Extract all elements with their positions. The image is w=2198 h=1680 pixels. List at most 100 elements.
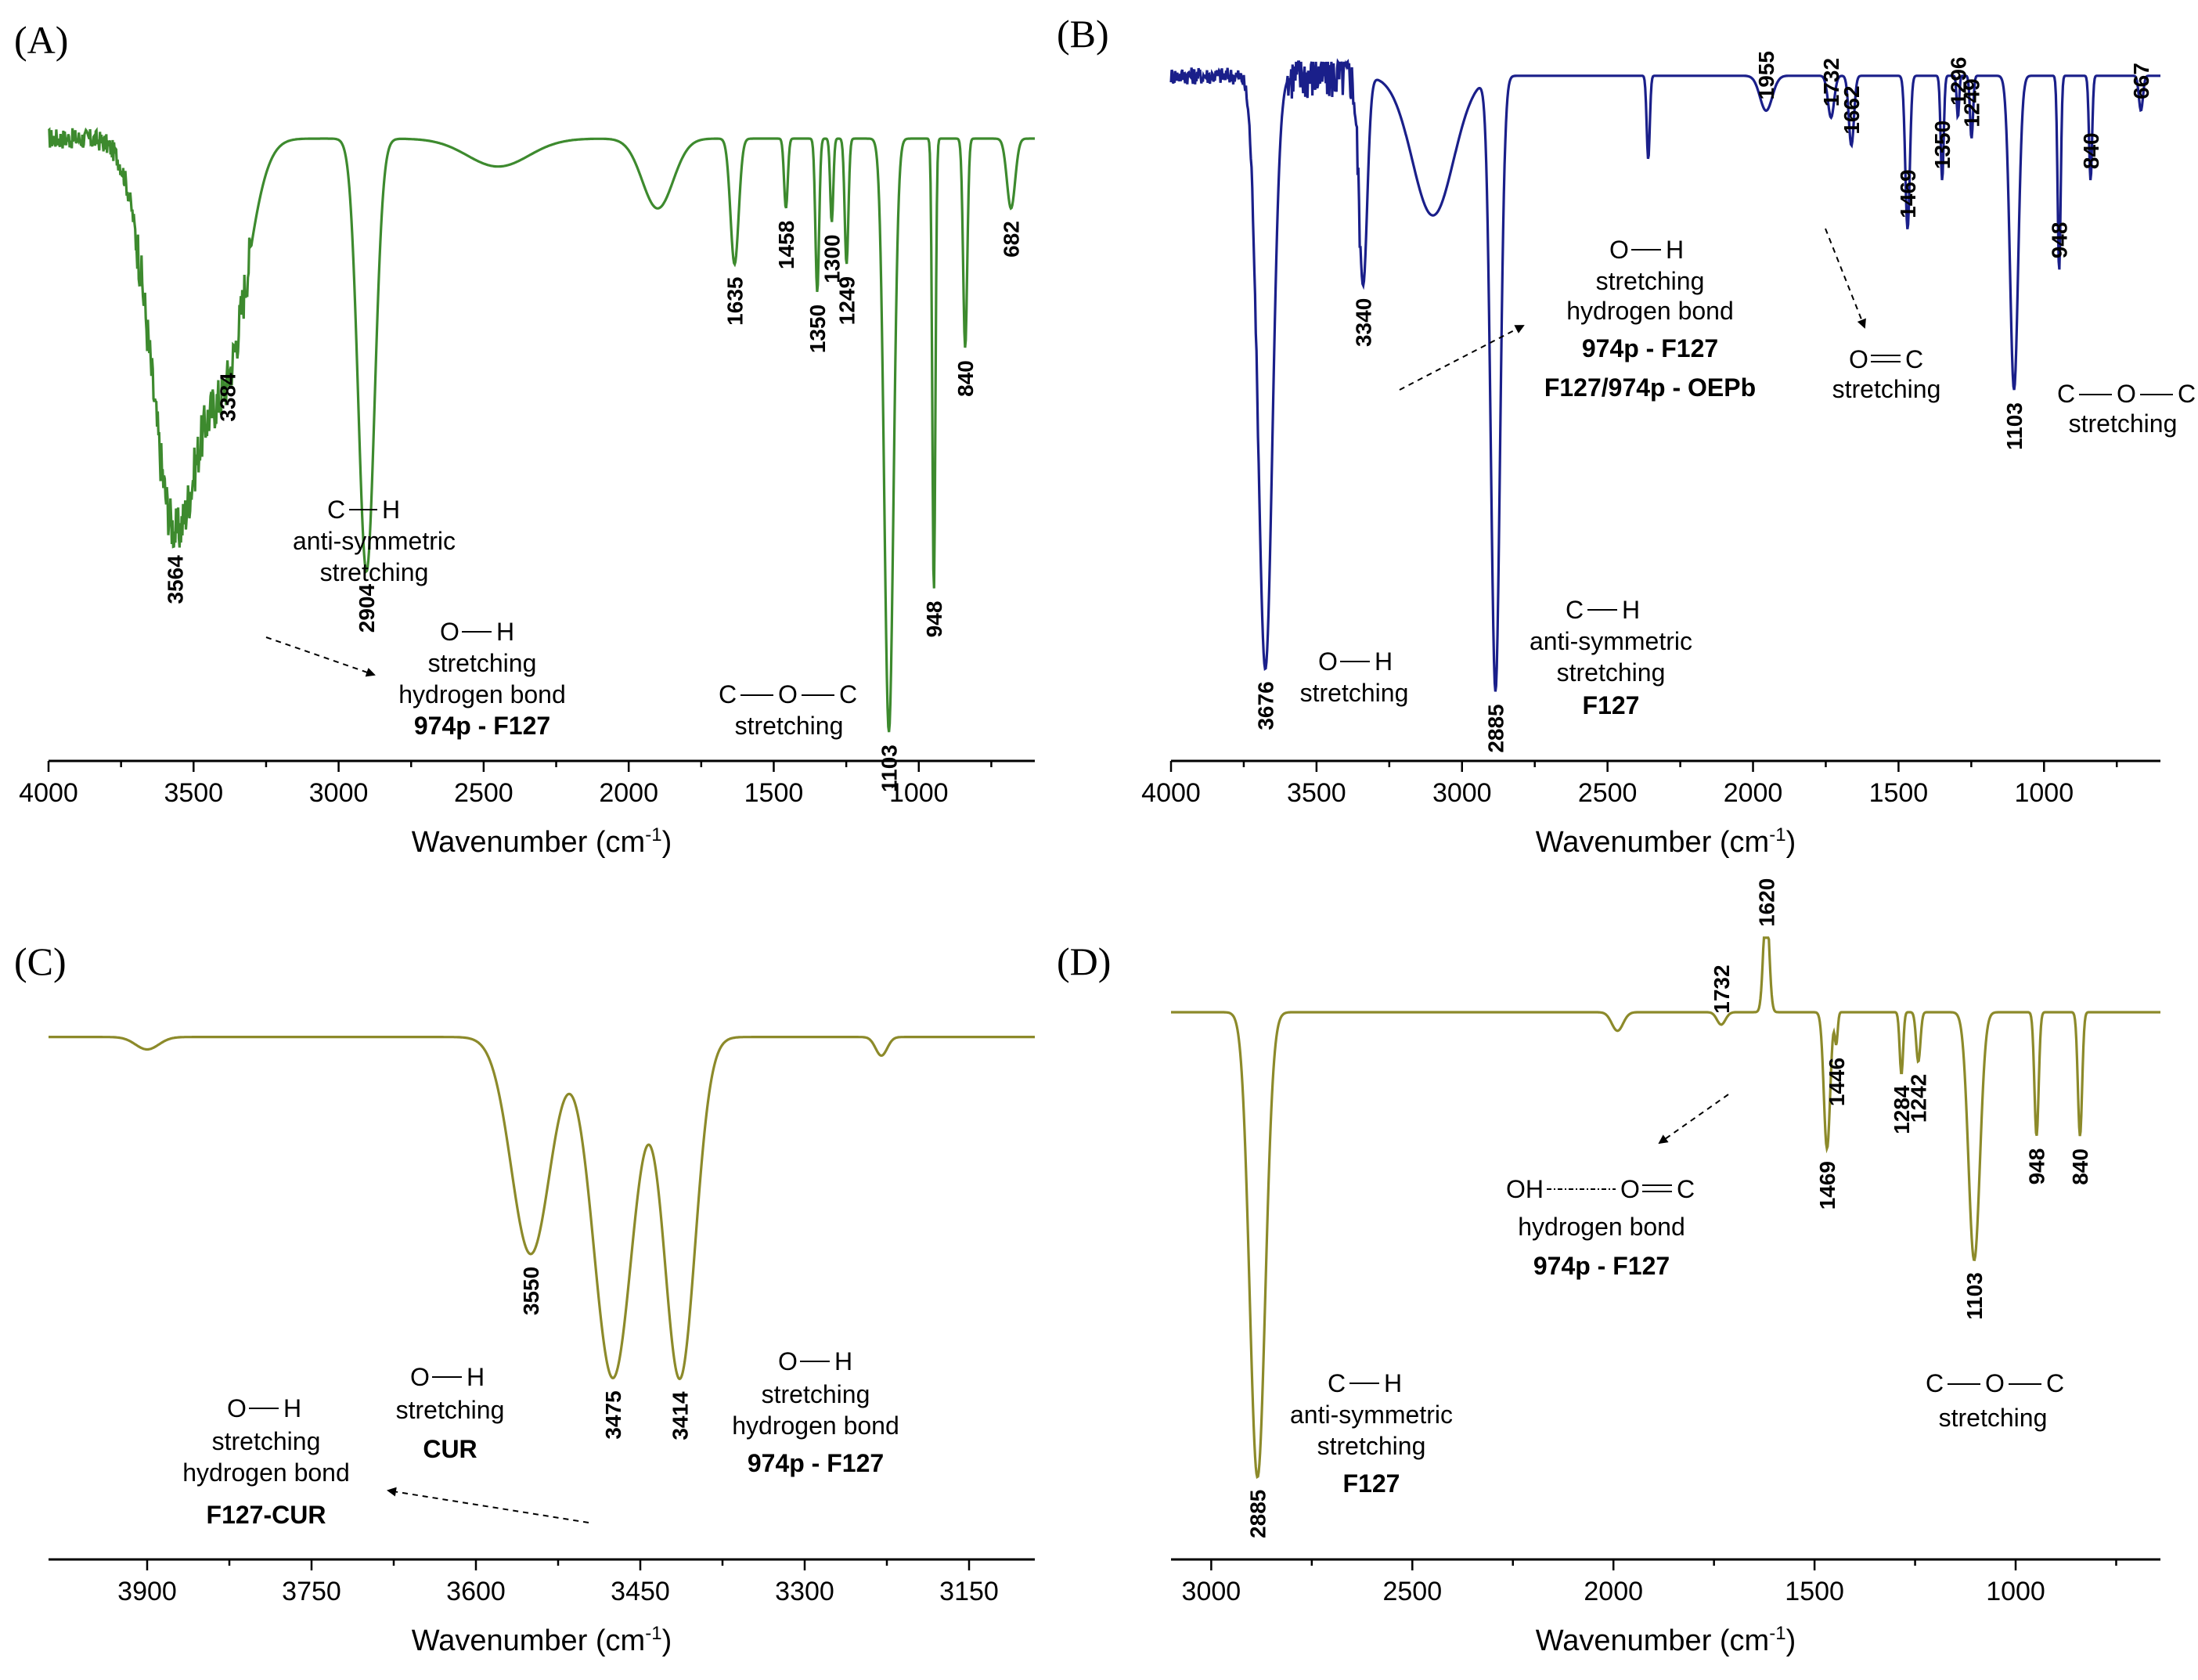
ann-d-ch-h: H [1384, 1369, 1402, 1397]
ann-b-oh-o: O [1318, 647, 1338, 676]
x-tick-label: 2500 [1382, 1577, 1442, 1606]
ann-b-ohhb-line2: hydrogen bond [1566, 297, 1734, 325]
ann-b-oc-o: O [1849, 345, 1868, 373]
panel-a-letter: (A) [14, 18, 68, 62]
peak-label-667: 667 [2129, 63, 2153, 99]
panel-b-letter: (B) [1057, 12, 1109, 56]
peak-label-948: 948 [2048, 222, 2072, 259]
peak-label-2885: 2885 [1484, 704, 1508, 752]
peak-label-3676: 3676 [1253, 681, 1277, 730]
peak-label-3564: 3564 [164, 555, 188, 604]
ann-c-hb-o: O [778, 1347, 798, 1375]
panel-c-letter: (C) [14, 939, 67, 983]
peak-label-1620: 1620 [1754, 878, 1778, 927]
peak-label-1732: 1732 [1819, 58, 1843, 106]
ann-d-coc-o: O [1985, 1369, 2005, 1397]
ann-d-hb-line1: hydrogen bond [1518, 1213, 1685, 1241]
panel-d: 3000 2500 2000 1500 1000 Wavenumber (cm-1) 288… [1171, 878, 2160, 1657]
x-tick-label: 3300 [775, 1577, 834, 1606]
ann-c-fcur-line1: stretching [212, 1427, 321, 1455]
x-tick-label: 3600 [446, 1577, 506, 1606]
ann-d-hb-oh: OH [1506, 1175, 1544, 1203]
ann-a-coc-o: O [778, 680, 798, 708]
ann-b-ohhb-h: H [1666, 236, 1684, 264]
spectrum-line-d [1171, 936, 2160, 1480]
x-tick-label: 2500 [1578, 778, 1638, 808]
ann-b-ch-line1: anti-symmetric [1530, 627, 1692, 655]
panel-a-annotations: C H anti-symmetric stretching O H stretc… [265, 496, 857, 740]
ann-d-ch-line2: stretching [1317, 1432, 1426, 1460]
peak-label-2885: 2885 [1245, 1490, 1270, 1538]
x-tick-label: 1500 [1869, 778, 1929, 808]
spectrum-line-c [49, 1036, 1035, 1381]
x-tick-label: 1500 [744, 778, 804, 808]
panel-b: 4000 3500 3000 2500 2000 1500 1000 Wavenumber (… [1141, 51, 2160, 859]
ann-d-hb-c: C [1677, 1175, 1695, 1203]
ann-b-coc-o: O [2117, 380, 2136, 408]
ann-b-ohhb-bold1: 974p - F127 [1582, 334, 1718, 362]
peak-label-1350: 1350 [805, 305, 830, 353]
ann-b-ch-c: C [1566, 596, 1584, 624]
ann-a-ch-c: C [327, 496, 345, 524]
peak-label-3340: 3340 [1351, 298, 1375, 347]
x-tick-label: 1000 [1986, 1577, 2045, 1606]
peak-label-1469: 1469 [1815, 1161, 1839, 1210]
ann-d-hb-arrow [1658, 1094, 1729, 1145]
ann-a-ch-line2: stretching [320, 558, 429, 586]
x-tick-label: 3000 [1182, 1577, 1241, 1606]
x-tick-label: 3500 [1287, 778, 1346, 808]
x-tick-label: 3000 [1432, 778, 1492, 808]
peak-label-1284: 1284 [1890, 1085, 1914, 1134]
ann-b-ch-h: H [1622, 596, 1640, 624]
x-tick-label: 3500 [164, 778, 223, 808]
x-tick-label: 3450 [611, 1577, 670, 1606]
peak-label-3550: 3550 [519, 1267, 543, 1315]
ann-a-oh-arrow [265, 636, 376, 677]
ann-b-oc-c: C [1905, 345, 1923, 373]
ann-b-oh-line1: stretching [1300, 679, 1409, 707]
peak-label-1350: 1350 [1930, 121, 1955, 169]
ann-d-hb-o: O [1620, 1175, 1640, 1203]
ann-c-fcur-bold: F127-CUR [207, 1501, 326, 1529]
ann-d-coc-c2: C [2046, 1369, 2064, 1397]
peak-label-1300: 1300 [820, 234, 845, 283]
ann-d-ch-line1: anti-symmetric [1290, 1401, 1453, 1429]
ann-a-coc-c2: C [839, 680, 857, 708]
ann-a-oh-bold: 974p - F127 [414, 712, 550, 740]
peak-label-682: 682 [1000, 221, 1024, 258]
ann-c-fcur-h: H [283, 1394, 301, 1422]
ann-b-ohhb-o: O [1609, 236, 1629, 264]
ann-c-fcur-o: O [227, 1394, 247, 1422]
ann-d-hb-bold: 974p - F127 [1533, 1252, 1670, 1280]
ann-b-coc-c2: C [2178, 380, 2196, 408]
x-tick-label: 2500 [454, 778, 513, 808]
spectrum-line-a [47, 127, 1035, 733]
ann-c-hb-bold: 974p - F127 [748, 1449, 884, 1477]
x-tick-label: 4000 [19, 778, 78, 808]
ann-b-oc-line1: stretching [1832, 375, 1941, 403]
panel-b-annotations: O H stretching hydrogen bond 974p - F127… [1300, 228, 2196, 719]
x-axis-title: Wavenumber (cm-1) [1536, 1623, 1796, 1657]
peak-label-1635: 1635 [722, 277, 747, 326]
ann-c-cur-line1: stretching [396, 1396, 505, 1424]
x-tick-label: 1000 [889, 778, 949, 808]
spectrum-line-b [1169, 58, 2160, 692]
peak-label-1662: 1662 [1839, 85, 1864, 134]
x-tick-label: 2000 [1584, 1577, 1643, 1606]
ann-c-fcur-arrow [387, 1487, 589, 1523]
ann-a-coc-line1: stretching [735, 712, 844, 740]
peak-label-3475: 3475 [601, 1390, 625, 1439]
peak-label-1296: 1296 [1946, 57, 1970, 106]
ann-c-hb-h: H [834, 1347, 852, 1375]
ann-a-oh-line1: stretching [428, 649, 537, 677]
x-tick-label: 2000 [599, 778, 658, 808]
x-tick-label: 3150 [939, 1577, 999, 1606]
ann-a-ch-line1: anti-symmetric [293, 527, 456, 555]
ann-c-hb-line1: stretching [762, 1380, 870, 1408]
ann-d-ch-bold: F127 [1343, 1469, 1400, 1498]
peak-label-1103: 1103 [877, 744, 902, 792]
peak-label-840: 840 [953, 360, 978, 397]
x-tick-label: 3750 [282, 1577, 341, 1606]
x-axis-title: Wavenumber (cm-1) [412, 1623, 672, 1657]
